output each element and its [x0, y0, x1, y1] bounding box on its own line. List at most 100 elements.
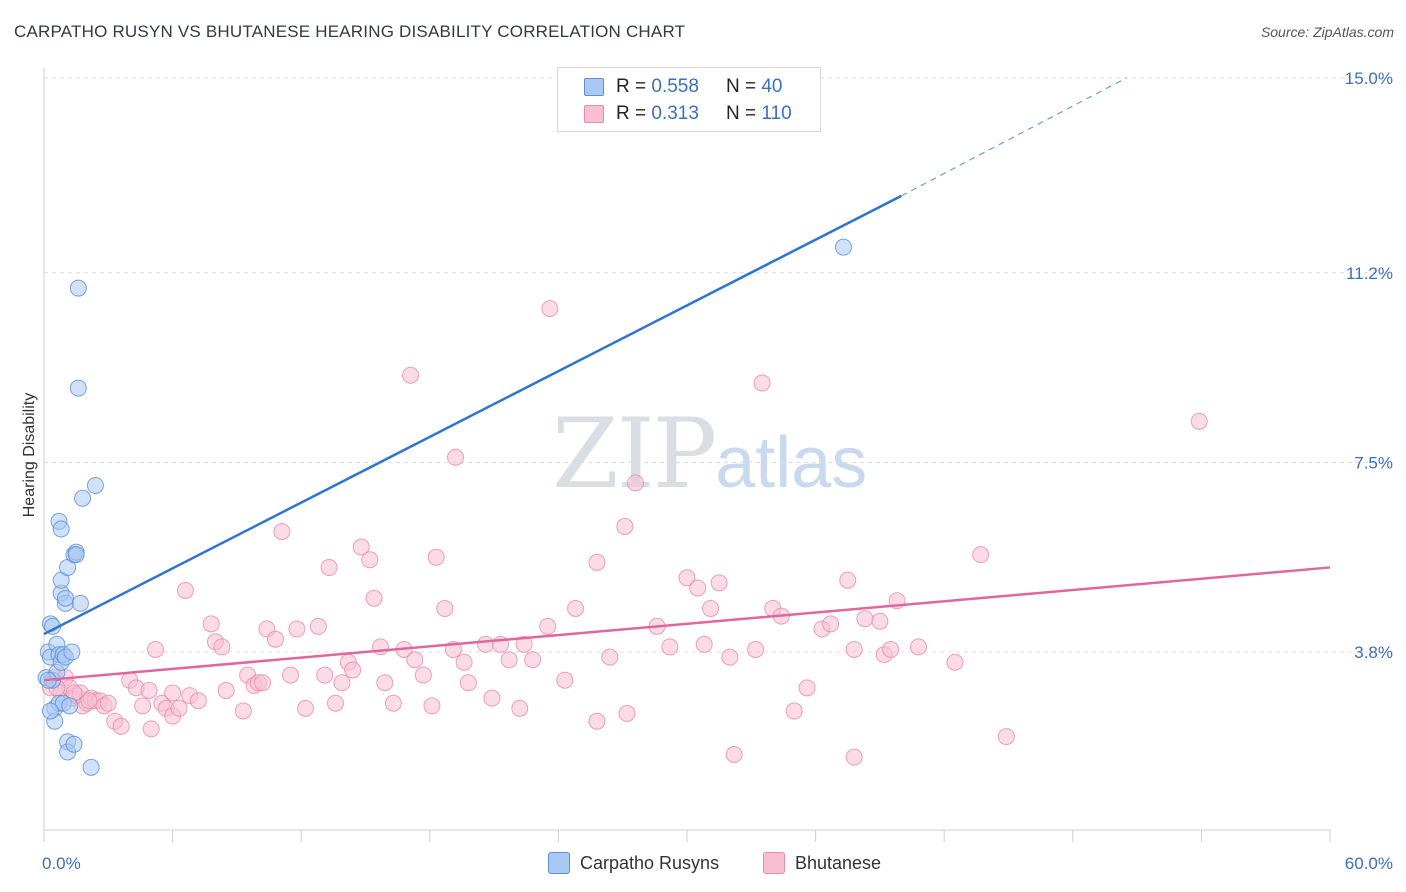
- watermark-zip: ZIP: [552, 398, 717, 510]
- bhutanese-point: [372, 638, 390, 656]
- legend-r-value: 0.313: [651, 103, 699, 124]
- bhutanese-point: [477, 635, 495, 653]
- series-legend-bhutanese: Bhutanese: [763, 852, 881, 874]
- bhutanese-point: [588, 553, 606, 571]
- bhutanese-point: [352, 538, 370, 556]
- bhutanese-point: [202, 615, 220, 633]
- bhutanese-point: [524, 651, 542, 669]
- bhutanese-trend-line: [43, 566, 1331, 682]
- grid-lines: [44, 77, 1390, 653]
- legend-r-label: R =: [616, 76, 647, 97]
- chart-title: CARPATHO RUSYN VS BHUTANESE HEARING DISA…: [14, 22, 686, 41]
- bhutanese-point: [856, 610, 874, 628]
- source-label: Source: ZipAtlas.com: [1260, 24, 1394, 40]
- legend-row-bhutanese: R = 0.313 N = 110: [584, 102, 792, 126]
- legend-swatch-carpatho: [584, 78, 604, 96]
- bhutanese-point: [618, 705, 636, 722]
- y-tick-label: 7.5%: [1354, 453, 1393, 472]
- bhutanese-point: [483, 689, 501, 707]
- series-legend: Carpatho Rusyns Bhutanese: [0, 852, 1406, 878]
- bhutanese-point: [213, 638, 231, 656]
- bhutanese-point: [459, 674, 477, 692]
- bhutanese-point: [112, 717, 130, 735]
- bhutanese-point: [176, 582, 194, 599]
- bhutanese-point: [661, 638, 679, 656]
- carpatho-trend-line: [43, 194, 902, 636]
- bhutanese-point: [541, 300, 559, 318]
- legend-r-label: R =: [616, 103, 647, 124]
- bhutanese-point: [689, 579, 707, 597]
- bhutanese-point: [80, 692, 98, 710]
- series-label: Bhutanese: [795, 852, 882, 873]
- bhutanese-point: [234, 702, 252, 720]
- bhutanese-point: [909, 638, 927, 656]
- legend-r-value: 0.558: [651, 76, 699, 97]
- series-swatch-bhutanese: [763, 852, 785, 874]
- carpatho-point: [61, 697, 79, 715]
- bhutanese-point: [695, 635, 713, 653]
- bhutanese-point: [678, 569, 696, 587]
- bhutanese-point: [333, 674, 351, 692]
- bhutanese-point: [616, 517, 634, 535]
- bhutanese-point: [839, 571, 857, 589]
- carpatho-point: [86, 476, 104, 494]
- bhutanese-point: [273, 523, 291, 541]
- bhutanese-point: [997, 728, 1015, 746]
- y-tick-label: 11.2%: [1346, 264, 1393, 283]
- legend-n-label: N =: [725, 76, 757, 97]
- bhutanese-point: [556, 671, 574, 689]
- bhutanese-point: [254, 674, 272, 692]
- bhutanese-point: [702, 599, 720, 617]
- data-points: [37, 238, 1208, 776]
- bhutanese-point: [170, 699, 188, 717]
- bhutanese-point: [164, 684, 182, 702]
- y-tick-label: 15.0%: [1345, 69, 1393, 88]
- bhutanese-point: [539, 617, 557, 635]
- carpatho-point: [41, 702, 59, 720]
- bhutanese-point: [721, 648, 739, 666]
- bhutanese-point: [427, 548, 445, 566]
- bhutanese-point: [316, 666, 334, 684]
- carpatho-point: [74, 489, 92, 507]
- bhutanese-point: [972, 546, 990, 564]
- bhutanese-point: [511, 699, 529, 717]
- stats-legend: R = 0.558 N = 40 R = 0.313 N = 110: [557, 67, 821, 132]
- bhutanese-point: [384, 694, 402, 712]
- bhutanese-point: [500, 651, 518, 669]
- x-tick-label: 0.0%: [42, 854, 81, 873]
- carpatho-point: [56, 589, 74, 607]
- x-tick-label: 60.0%: [1345, 854, 1393, 873]
- trend-lines: [43, 77, 1331, 682]
- bhutanese-point: [725, 746, 743, 763]
- carpatho-point: [82, 758, 100, 776]
- carpatho-point: [52, 520, 70, 538]
- bhutanese-point: [266, 630, 284, 648]
- bhutanese-point: [376, 674, 394, 692]
- legend-n-value: 110: [761, 103, 792, 124]
- bhutanese-point: [798, 679, 816, 697]
- bhutanese-point: [326, 694, 344, 712]
- legend-row-carpatho: R = 0.558 N = 40: [584, 75, 782, 99]
- bhutanese-point: [447, 448, 465, 466]
- series-label: Carpatho Rusyns: [580, 852, 720, 873]
- bhutanese-point: [344, 661, 362, 679]
- bhutanese-point: [140, 681, 158, 699]
- bhutanese-point: [189, 692, 207, 710]
- bhutanese-point: [601, 648, 619, 666]
- bhutanese-point: [588, 712, 606, 730]
- bhutanese-point: [515, 635, 533, 653]
- series-swatch-carpatho: [548, 852, 570, 874]
- bhutanese-point: [99, 694, 117, 712]
- legend-n-label: N =: [725, 103, 757, 124]
- y-tick-label: 3.8%: [1354, 643, 1393, 662]
- legend-swatch-bhutanese: [584, 105, 604, 123]
- bhutanese-point: [134, 697, 152, 715]
- bhutanese-point: [402, 366, 420, 384]
- bhutanese-point: [361, 551, 379, 569]
- bhutanese-point: [845, 640, 863, 658]
- bhutanese-point: [455, 653, 473, 671]
- bhutanese-point: [785, 702, 803, 720]
- bhutanese-point: [406, 651, 424, 669]
- bhutanese-point: [747, 640, 765, 658]
